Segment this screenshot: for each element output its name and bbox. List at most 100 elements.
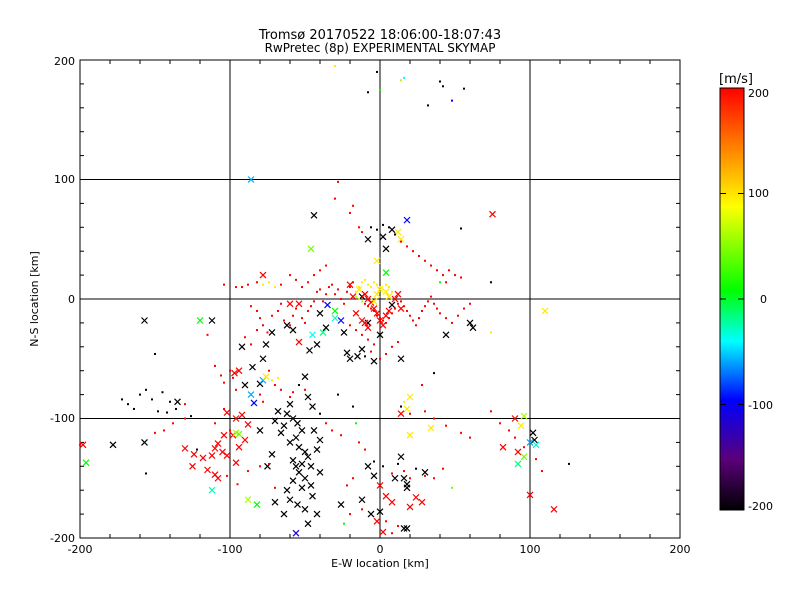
scatter-dot <box>319 412 321 415</box>
axis-ticks <box>79 59 681 539</box>
scatter-dot <box>370 307 372 310</box>
scatter-cross <box>141 438 148 446</box>
scatter-dot <box>229 369 231 372</box>
scatter-cross <box>370 297 378 305</box>
scatter-cross <box>232 459 240 467</box>
scatter-cross <box>295 300 303 308</box>
scatter-dot <box>298 384 300 387</box>
scatter-dot <box>121 398 123 401</box>
scatter-cross <box>376 331 384 339</box>
scatter-dot <box>289 274 291 277</box>
scatter-dot <box>364 302 366 305</box>
scatter-cross <box>295 338 303 346</box>
scatter-dot <box>373 460 375 463</box>
scatter-dot <box>274 384 276 387</box>
scatter-dot <box>154 431 156 434</box>
scatter-cross <box>241 381 249 389</box>
scatter-cross <box>79 441 87 449</box>
scatter-dot <box>433 417 435 420</box>
scatter-cross <box>531 436 538 444</box>
scatter-dot <box>406 309 408 312</box>
scatter-dot <box>361 231 363 234</box>
scatter-dot <box>379 88 381 91</box>
scatter-cross <box>379 528 387 536</box>
scatter-dot <box>223 407 225 410</box>
scatter-cross <box>307 481 315 489</box>
scatter-cross <box>304 393 312 401</box>
scatter-dot <box>274 486 276 489</box>
scatter-cross <box>400 474 408 482</box>
scatter-dot <box>277 376 279 379</box>
scatter-dot <box>445 317 447 320</box>
scatter-cross <box>370 357 378 365</box>
scatter-cross <box>526 438 534 446</box>
scatter-cross <box>304 520 312 528</box>
scatter-cross <box>196 317 204 324</box>
scatter-cross <box>247 176 255 183</box>
scatter-cross <box>271 417 279 425</box>
scatter-cross <box>367 510 375 518</box>
scatter-dot <box>418 254 420 257</box>
scatter-dot <box>409 314 411 317</box>
scatter-cross <box>262 373 270 381</box>
scatter-dot <box>463 87 465 90</box>
scatter-dot <box>214 422 216 425</box>
scatter-dot <box>373 281 375 284</box>
scatter-dot <box>364 278 366 281</box>
scatter-dot <box>388 317 390 320</box>
scatter-dot <box>289 395 291 398</box>
scatter-cross <box>352 309 360 317</box>
scatter-cross <box>331 314 339 322</box>
scatter-cross <box>322 324 330 332</box>
scatter-dot <box>343 522 345 525</box>
scatter-cross <box>466 319 474 327</box>
scatter-cross <box>307 462 315 470</box>
grid <box>80 60 680 538</box>
scatter-dot <box>223 381 225 384</box>
scatter-cross <box>313 446 321 453</box>
scatter-dot <box>490 331 492 334</box>
scatter-dot <box>169 400 171 403</box>
scatter-dot <box>376 70 378 73</box>
scatter-dot <box>400 240 402 243</box>
scatter-dot <box>334 197 336 200</box>
scatter-dot <box>415 324 417 327</box>
scatter-dot <box>418 317 420 320</box>
y-axis-label: N-S location [km] <box>28 251 41 347</box>
scatter-dot <box>388 286 390 289</box>
scatter-dot <box>382 465 384 468</box>
scatter-dot <box>250 343 252 346</box>
scatter-dot <box>280 302 282 305</box>
scatter-dot <box>133 407 135 410</box>
scatter-cross <box>141 317 148 324</box>
scatter-dot <box>394 233 396 236</box>
scatter-dot <box>373 343 375 346</box>
scatter-dot <box>325 422 327 425</box>
scatter-cross <box>400 525 408 532</box>
scatter-dot <box>244 336 246 339</box>
scatter-dot <box>337 288 339 291</box>
scatter-dot <box>358 441 360 444</box>
scatter-cross <box>238 343 246 351</box>
scatter-dot <box>367 91 369 94</box>
scatter-cross <box>190 450 198 458</box>
scatter-dot <box>289 324 291 327</box>
colorbar-tick-label: 200 <box>748 87 769 100</box>
colorbar-ticks <box>720 193 744 405</box>
scatter-cross <box>388 498 396 506</box>
scatter-cross <box>277 429 285 437</box>
scatter-dot <box>391 345 393 348</box>
scatter-dot <box>412 250 414 253</box>
scatter-dot <box>433 302 435 305</box>
scatter-dot <box>190 415 192 418</box>
scatter-cross <box>394 290 402 298</box>
scatter-dot <box>301 317 303 320</box>
scatter-dot <box>391 532 393 535</box>
scatter-dot <box>361 281 363 284</box>
scatter-cross <box>382 492 390 500</box>
x-axis-label: E-W location [km] <box>331 557 429 570</box>
scatter-dot <box>325 264 327 267</box>
scatter-cross <box>316 309 324 317</box>
scatter-dot <box>268 369 270 372</box>
scatter-dot <box>154 352 156 355</box>
